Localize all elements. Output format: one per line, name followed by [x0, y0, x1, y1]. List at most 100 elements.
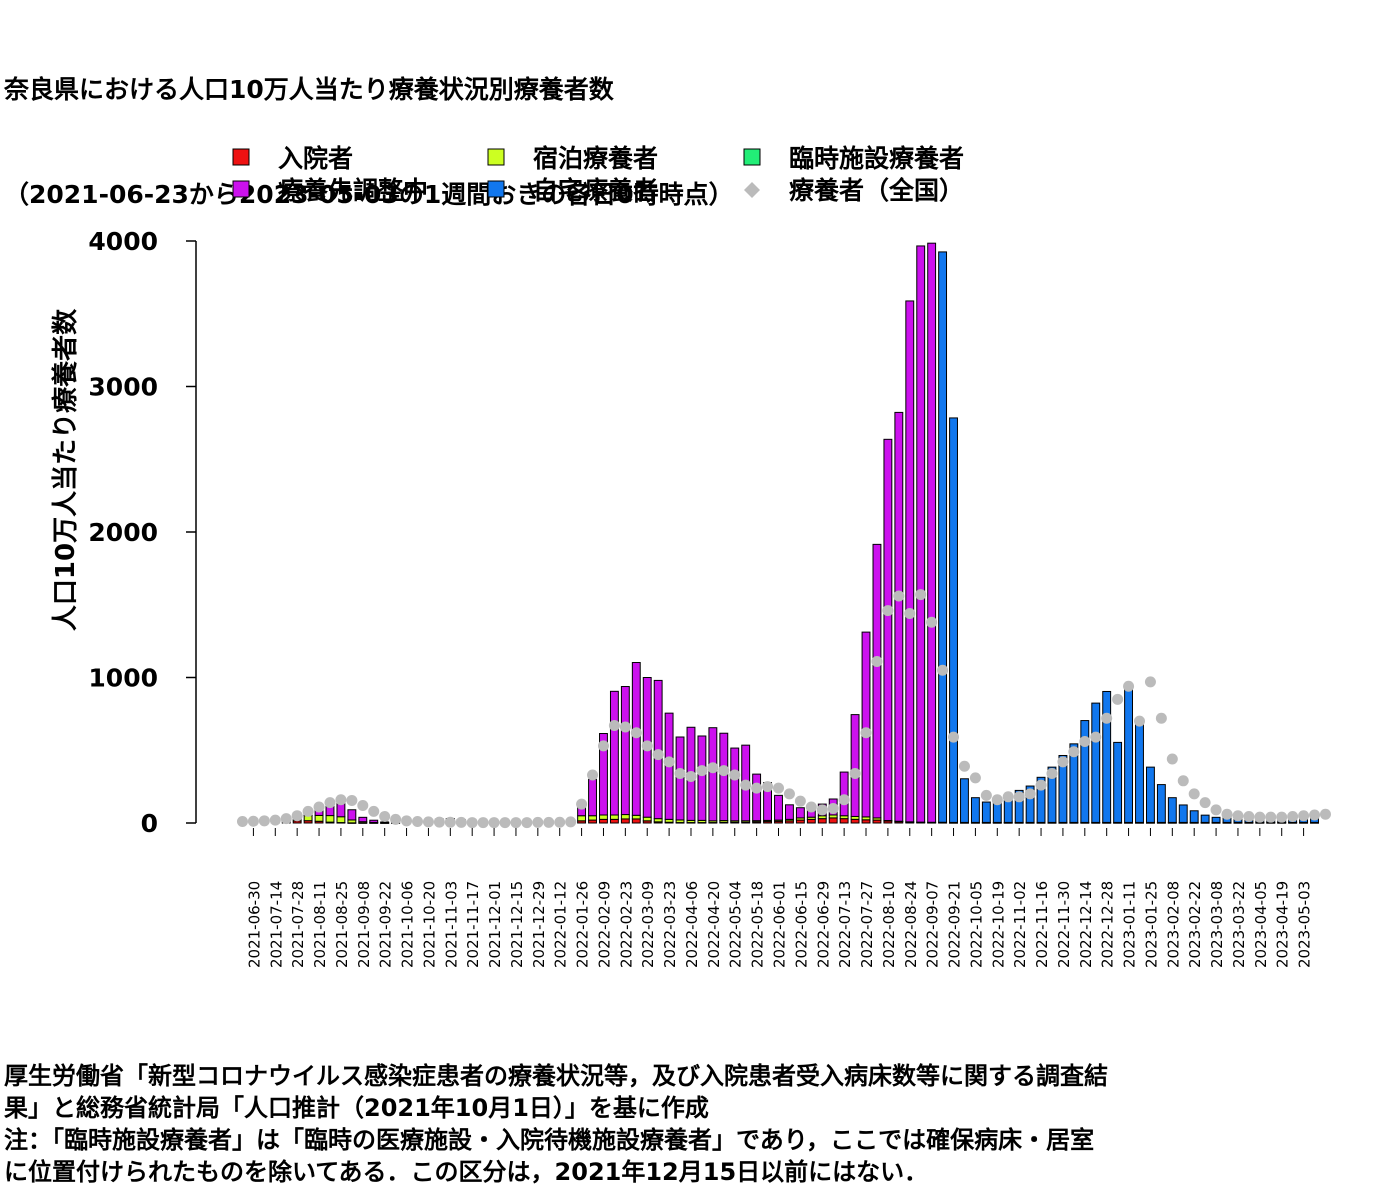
- national-point: [696, 765, 708, 777]
- national-point: [444, 816, 456, 828]
- national-point: [302, 805, 314, 817]
- national-point: [663, 756, 675, 768]
- bar-segment: [708, 727, 718, 822]
- bar-segment: [817, 818, 827, 824]
- national-point: [587, 769, 599, 781]
- bar-segment: [697, 735, 707, 821]
- national-point: [969, 772, 981, 784]
- bar-segment: [927, 242, 937, 823]
- national-point: [1188, 788, 1200, 800]
- national-point: [729, 769, 741, 781]
- legend-label: 宿泊療養者: [533, 144, 658, 173]
- x-tick-label: 2022-12-14: [1077, 881, 1095, 968]
- x-tick-label: 2022-03-23: [661, 881, 679, 968]
- national-point: [773, 782, 784, 794]
- x-tick-label: 2021-10-20: [420, 881, 438, 968]
- national-point: [313, 801, 325, 813]
- x-tick-label: 2023-02-08: [1164, 881, 1182, 968]
- bar-segment: [894, 411, 904, 822]
- y-axis-title: 人口10万人当たり療養者数: [51, 308, 81, 631]
- x-tick-label: 2021-07-14: [267, 881, 285, 968]
- national-point: [1079, 736, 1091, 748]
- national-point: [805, 801, 817, 813]
- national-point: [652, 749, 664, 761]
- x-tick-label: 2022-01-12: [552, 881, 570, 968]
- bar-segment: [1069, 743, 1079, 823]
- bar-segment: [1102, 690, 1112, 823]
- bar-segment: [1167, 797, 1177, 823]
- bar-segment: [850, 714, 860, 817]
- bar-segment: [325, 815, 335, 823]
- national-point: [488, 817, 500, 829]
- bar-segment: [1146, 766, 1155, 823]
- bar-segment: [1047, 766, 1057, 823]
- legend-swatch: [487, 148, 505, 166]
- x-tick-label: 2022-08-10: [880, 881, 898, 968]
- national-point: [958, 760, 970, 772]
- x-tick-label: 2021-11-03: [442, 881, 460, 968]
- national-point: [1309, 809, 1321, 821]
- national-point: [718, 765, 730, 777]
- x-tick-label: 2023-03-08: [1208, 881, 1226, 968]
- national-point: [1265, 811, 1277, 823]
- chart-title: 奈良県における人口10万人当たり療養状況別療養者数 （2021-06-23から2…: [4, 2, 734, 247]
- bar-segment: [905, 300, 915, 823]
- x-tick-label: 2021-07-28: [289, 881, 307, 968]
- bar-segment: [1156, 784, 1166, 823]
- x-tick-label: 2022-11-30: [1055, 881, 1073, 968]
- x-tick-label: 2023-01-25: [1142, 881, 1160, 968]
- national-point: [412, 816, 423, 828]
- bar-segment: [609, 814, 619, 820]
- bar-segment: [850, 818, 860, 824]
- y-tick-label: 0: [141, 809, 158, 838]
- x-tick-label: 2022-11-16: [1033, 881, 1051, 968]
- x-tick-label: 2022-03-09: [639, 881, 657, 968]
- national-point: [1166, 753, 1178, 765]
- x-tick-label: 2023-01-11: [1121, 881, 1139, 968]
- national-point: [849, 768, 861, 780]
- source-note: 厚生労働省「新型コロナウイルス感染症患者の療養状況等，及び入院患者受入病床数等に…: [4, 1060, 1396, 1188]
- national-point: [379, 810, 391, 822]
- title-line-2: （2021-06-23から2023-05-03の1週間おきの各日0時時点）: [4, 180, 734, 209]
- x-tick-label: 2022-05-04: [727, 881, 745, 968]
- legend-label: 自宅療養者: [533, 176, 658, 205]
- national-point: [827, 802, 839, 814]
- national-point: [597, 740, 609, 752]
- national-point: [619, 721, 631, 733]
- national-point: [280, 813, 292, 825]
- national-point: [882, 605, 894, 617]
- national-point: [477, 817, 489, 829]
- stacked-bar-chart: 0 1000 2000 3000 4000 人口10万人当たり療養者数 2021-06-30…: [51, 144, 1331, 968]
- national-point: [1112, 693, 1124, 705]
- title-line-1: 奈良県における人口10万人当たり療養状況別療養者数: [4, 75, 614, 104]
- national-point: [1134, 715, 1145, 727]
- bar-segment: [599, 733, 608, 816]
- legend-swatch: [743, 148, 761, 166]
- national-point: [860, 727, 872, 739]
- x-tick-label: 2023-04-19: [1274, 881, 1292, 968]
- x-tick-label: 2021-06-30: [245, 881, 263, 968]
- national-point: [269, 814, 281, 826]
- x-tick-label: 2022-11-02: [1011, 881, 1029, 968]
- x-tick-label: 2021-09-08: [355, 881, 373, 968]
- national-point: [893, 590, 905, 602]
- national-point: [1319, 808, 1331, 820]
- national-point: [926, 616, 938, 628]
- national-point: [565, 816, 577, 828]
- national-point: [783, 788, 795, 800]
- bar-segment: [938, 251, 948, 823]
- y-tick-label: 3000: [88, 373, 158, 402]
- x-tick-label: 2023-03-22: [1230, 881, 1248, 968]
- national-point: [532, 816, 544, 828]
- y-tick-label: 1000: [88, 664, 158, 693]
- x-tick-label: 2021-12-29: [530, 881, 548, 968]
- national-point: [324, 797, 336, 809]
- bar-segment: [642, 816, 652, 822]
- x-tick-label: 2022-04-20: [705, 881, 723, 968]
- national-point: [368, 805, 380, 817]
- bar-segment: [1200, 814, 1210, 823]
- bar-segment: [314, 814, 324, 822]
- national-point: [455, 816, 467, 828]
- x-tick-label: 2023-05-03: [1296, 881, 1314, 968]
- national-point: [291, 810, 303, 822]
